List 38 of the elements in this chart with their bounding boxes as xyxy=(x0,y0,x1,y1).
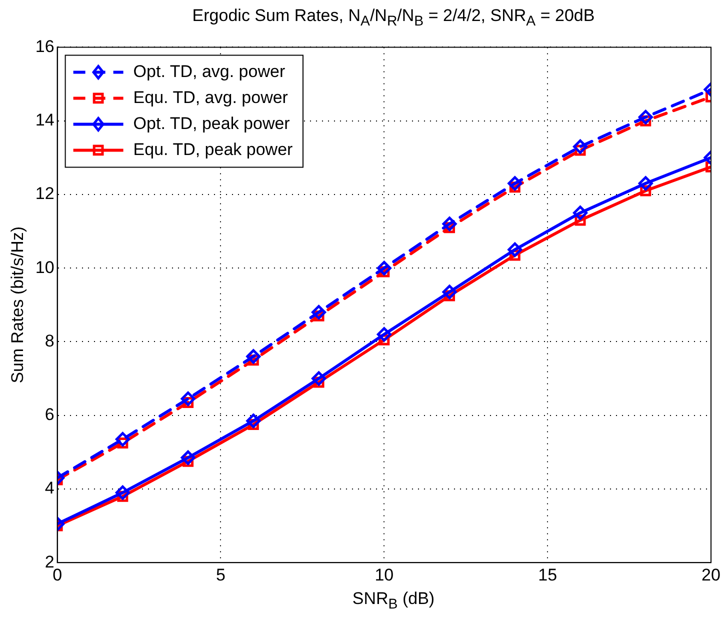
point xyxy=(312,371,326,386)
legend-label: Opt. TD, avg. power xyxy=(133,62,286,81)
point xyxy=(115,432,130,447)
point xyxy=(312,305,326,320)
x-tick-label: 15 xyxy=(538,565,558,584)
point xyxy=(115,485,130,500)
point xyxy=(573,139,588,154)
x-tick-label: 5 xyxy=(216,565,226,584)
y-tick-label: 10 xyxy=(35,258,54,277)
x-tick-label: 10 xyxy=(374,565,394,584)
y-tick-label: 8 xyxy=(44,331,54,350)
y-tick-label: 4 xyxy=(44,478,54,498)
point xyxy=(180,450,196,465)
point xyxy=(442,216,457,232)
legend-label: Opt. TD, peak power xyxy=(133,114,290,133)
x-tick-label: 20 xyxy=(702,565,720,584)
x-axis-title: SNR$_{B}$ (dB) xyxy=(351,589,436,612)
point xyxy=(508,176,522,191)
y-tick-label: 16 xyxy=(35,36,54,56)
point xyxy=(638,176,653,191)
y-axis-title: Sum Rates (bit/s/Hz) xyxy=(8,226,27,384)
legend-label: Equ. TD, peak power xyxy=(133,140,294,159)
point xyxy=(180,392,196,406)
y-tick-label: 6 xyxy=(44,405,54,424)
chart-title: Ergodic Sum Rates, N$_{A}$/N$_{R}$/N$_{B}$ = 2/4/2, SNR$_{A}$ = 20dB xyxy=(192,6,595,30)
point xyxy=(376,260,392,276)
point xyxy=(246,414,261,428)
point xyxy=(442,284,457,300)
y-tick-label: 14 xyxy=(35,110,54,130)
x-tick-label: 0 xyxy=(52,565,62,584)
y-tick-label: 12 xyxy=(35,184,54,204)
point xyxy=(638,110,653,124)
point xyxy=(246,349,261,364)
legend-label: Equ. TD, avg. power xyxy=(133,88,288,107)
point xyxy=(573,206,588,220)
point xyxy=(376,327,392,342)
point xyxy=(508,242,522,257)
y-tick-label: 2 xyxy=(44,552,54,572)
